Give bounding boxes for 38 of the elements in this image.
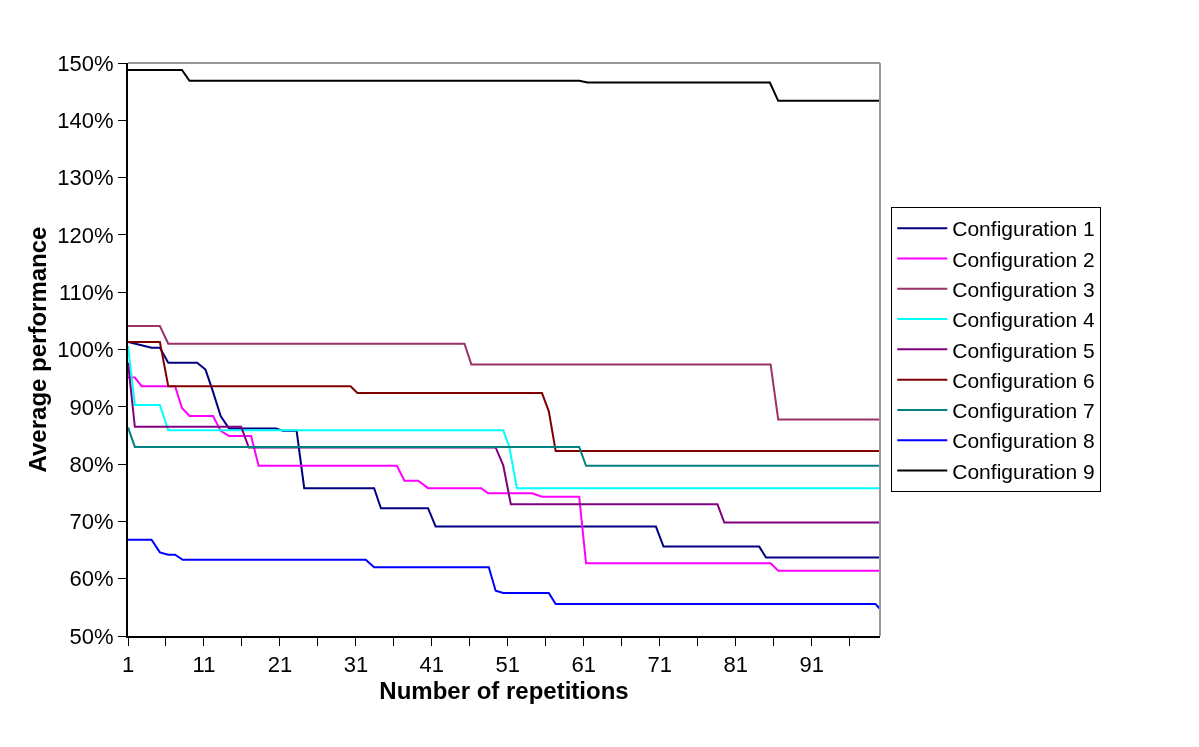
line-series	[128, 376, 880, 572]
line-series	[128, 538, 880, 611]
y-tick-label: 70%	[69, 509, 114, 535]
legend-label: Configuration 6	[952, 368, 1095, 392]
line-series	[128, 345, 880, 490]
legend-label: Configuration 2	[952, 247, 1095, 271]
y-tick-label: 130%	[57, 165, 114, 191]
line-series	[128, 325, 880, 421]
line-series	[128, 341, 880, 559]
x-tick-label: 21	[267, 652, 293, 678]
x-axis-title: Number of repetitions	[379, 677, 629, 705]
y-tick-label: 110%	[58, 279, 114, 305]
y-tick-label: 120%	[57, 222, 114, 248]
x-tick-label: 51	[495, 652, 521, 678]
y-tick-label: 60%	[69, 566, 114, 592]
y-tick-label: 80%	[69, 451, 114, 477]
legend-label: Configuration 9	[952, 459, 1095, 483]
line-series	[128, 341, 880, 452]
legend-label: Configuration 1	[952, 217, 1095, 241]
x-tick-label: 31	[343, 652, 369, 678]
x-tick-label: 11	[192, 652, 216, 678]
y-tick-label: 90%	[69, 394, 114, 420]
legend-label: Configuration 7	[952, 399, 1095, 423]
legend-label: Configuration 4	[952, 308, 1096, 332]
x-tick-label: 81	[723, 652, 748, 678]
y-axis-title: Average performance	[23, 226, 51, 473]
legend-label: Configuration 8	[952, 429, 1095, 453]
x-tick-label: 91	[799, 652, 824, 678]
legend-label: Configuration 3	[952, 277, 1095, 301]
legend-label: Configuration 5	[952, 338, 1095, 362]
y-tick-label: 140%	[57, 108, 114, 133]
y-tick-label: 100%	[57, 337, 114, 363]
x-tick-label: 41	[419, 652, 445, 678]
x-tick-label: 71	[647, 652, 672, 678]
y-tick-label: 150%	[57, 50, 114, 76]
y-tick-label: 50%	[69, 623, 114, 649]
x-tick-label: 61	[571, 652, 596, 678]
x-tick-label: 1	[121, 652, 135, 678]
